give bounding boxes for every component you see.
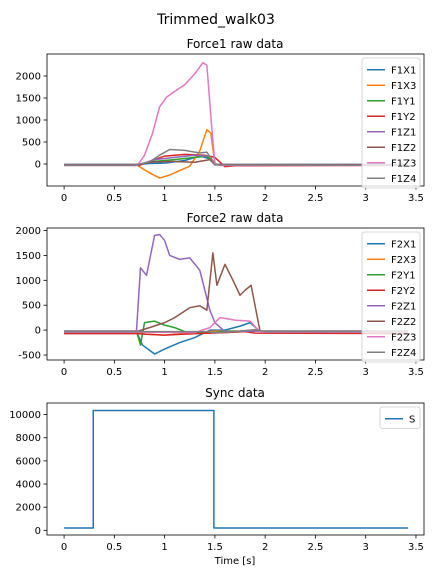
x-tick-label: 0: [61, 193, 67, 204]
legend-force2: F2X1 F2X3 F2Y1 F2Y2 F2Z1 F2Z2 F2Z3 F2Z4: [362, 232, 420, 362]
y-tick-label: 1000: [16, 276, 41, 287]
legend-sync: S: [380, 407, 420, 429]
y-tick-label: 0: [35, 160, 41, 171]
x-tick-label: 2: [262, 367, 268, 378]
legend-label-f2z3: F2Z3: [391, 332, 416, 343]
subplot-title-force1: Force1 raw data: [187, 37, 284, 51]
legend-label-f1x1: F1X1: [391, 65, 416, 76]
legend-label-f2y1: F2Y1: [391, 270, 416, 281]
legend-label-f1z3: F1Z3: [391, 158, 416, 169]
x-tick-label: 0: [61, 542, 67, 553]
y-tick-label: 1500: [16, 251, 41, 262]
y-tick-label: 2000: [16, 72, 41, 83]
x-axis-label-sync: Time [s]: [214, 556, 256, 567]
x-tick-label: 2.5: [307, 367, 323, 378]
x-tick-label: 3.5: [408, 193, 424, 204]
x-tick-label: 2.5: [307, 193, 323, 204]
y-tick-label: 500: [22, 138, 41, 149]
x-tick-label: 2: [262, 542, 268, 553]
x-tick-label: 2.5: [307, 542, 323, 553]
legend-label-f1z2: F1Z2: [391, 143, 416, 154]
figure-title: Trimmed_walk03: [156, 12, 275, 28]
y-tick-label: 6000: [16, 456, 41, 467]
x-tick-label: 1: [161, 193, 167, 204]
subplot-title-sync: Sync data: [205, 386, 265, 400]
y-tick-label: 500: [22, 301, 41, 312]
legend-label-f2x3: F2X3: [391, 255, 416, 266]
y-tick-label: 1500: [16, 94, 41, 105]
y-tick-label: 0: [35, 326, 41, 337]
legend-label-f2y2: F2Y2: [391, 286, 416, 297]
legend-label-f2z2: F2Z2: [391, 317, 416, 328]
legend-force1: F1X1 F1X3 F1Y1 F1Y2 F1Z1 F1Z2 F1Z3 F1Z4: [362, 58, 420, 188]
legend-label-f1y2: F1Y2: [391, 112, 416, 123]
y-tick-label: 8000: [16, 433, 41, 444]
y-tick-label: 10000: [9, 410, 41, 421]
x-tick-label: 1.5: [207, 367, 223, 378]
x-tick-label: 1.5: [207, 193, 223, 204]
x-tick-label: 0.5: [106, 367, 122, 378]
y-tick-label: 4000: [16, 480, 41, 491]
x-tick-label: 3: [363, 367, 369, 378]
legend-label-f1x3: F1X3: [391, 81, 416, 92]
x-tick-label: 1.5: [207, 542, 223, 553]
legend-label-s: S: [409, 414, 415, 425]
x-tick-label: 3: [363, 542, 369, 553]
x-tick-label: 0.5: [106, 193, 122, 204]
legend-label-f2z4: F2Z4: [391, 348, 416, 359]
legend-label-f2z1: F2Z1: [391, 301, 416, 312]
y-tick-label: -500: [18, 351, 41, 362]
x-tick-label: 1: [161, 542, 167, 553]
legend-label-f2x1: F2X1: [391, 239, 416, 250]
y-tick-label: 1000: [16, 116, 41, 127]
y-tick-label: 0: [35, 526, 41, 537]
legend-label-f1z4: F1Z4: [391, 174, 416, 185]
x-tick-label: 3.5: [408, 367, 424, 378]
legend-label-f1z1: F1Z1: [391, 127, 416, 138]
x-tick-label: 2: [262, 193, 268, 204]
y-tick-label: 2000: [16, 226, 41, 237]
x-tick-label: 0: [61, 367, 67, 378]
x-tick-label: 3.5: [408, 542, 424, 553]
x-tick-label: 3: [363, 193, 369, 204]
y-tick-label: 2000: [16, 503, 41, 514]
x-tick-label: 1: [161, 367, 167, 378]
x-tick-label: 0.5: [106, 542, 122, 553]
legend-label-f1y1: F1Y1: [391, 96, 416, 107]
subplot-title-force2: Force2 raw data: [187, 211, 284, 225]
